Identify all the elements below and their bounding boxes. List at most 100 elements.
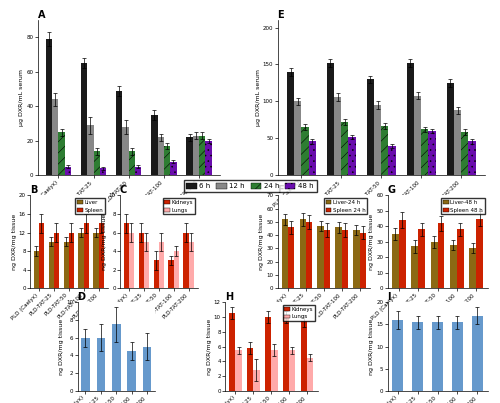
Bar <box>392 320 403 391</box>
Bar <box>271 350 278 391</box>
Bar <box>78 233 84 288</box>
Bar <box>336 227 342 288</box>
Y-axis label: μg DXR/mL serum: μg DXR/mL serum <box>19 69 24 126</box>
Bar <box>430 242 438 288</box>
Bar <box>138 233 144 288</box>
Y-axis label: ng DXR/mg tissue: ng DXR/mg tissue <box>369 318 374 375</box>
Text: E: E <box>278 10 284 20</box>
Text: G: G <box>388 185 396 195</box>
Text: B: B <box>30 185 38 195</box>
Bar <box>84 223 89 288</box>
Bar <box>348 137 356 175</box>
Bar <box>206 141 212 175</box>
Bar <box>318 226 324 288</box>
Bar <box>421 129 428 175</box>
Bar <box>461 133 468 175</box>
Text: D: D <box>78 292 86 302</box>
Bar <box>432 322 443 391</box>
Bar <box>382 126 388 175</box>
Bar <box>447 83 454 175</box>
Bar <box>94 233 98 288</box>
Bar <box>354 230 360 288</box>
Y-axis label: ng DXR/mg tissue: ng DXR/mg tissue <box>12 214 17 270</box>
Legend: Kidneys, Lungs: Kidneys, Lungs <box>282 305 314 321</box>
Bar <box>283 317 289 391</box>
Bar <box>294 102 302 175</box>
Bar <box>265 317 271 391</box>
Legend: Liver-48 h, Spleen 48 h: Liver-48 h, Spleen 48 h <box>442 198 484 214</box>
Bar <box>39 223 44 288</box>
Bar <box>450 245 457 288</box>
Bar <box>168 260 173 288</box>
Bar <box>116 91 122 175</box>
Bar <box>199 136 205 175</box>
Bar <box>52 100 59 175</box>
Bar <box>399 220 406 288</box>
Bar <box>418 229 425 288</box>
Bar <box>476 218 483 288</box>
Bar <box>302 127 308 175</box>
Bar <box>324 230 330 288</box>
Bar <box>128 351 136 391</box>
Bar <box>472 316 483 391</box>
Bar <box>122 127 129 175</box>
Bar <box>342 230 348 288</box>
Bar <box>170 162 176 175</box>
Bar <box>300 219 306 288</box>
Bar <box>301 321 307 391</box>
Bar <box>186 137 192 175</box>
Legend: Kidneys, Lungs: Kidneys, Lungs <box>162 198 194 214</box>
Bar <box>64 242 69 288</box>
Bar <box>374 105 382 175</box>
Bar <box>69 233 74 288</box>
Bar <box>282 219 288 288</box>
Legend: Liver, Spleen: Liver, Spleen <box>76 198 104 214</box>
Text: H: H <box>225 292 233 302</box>
Bar <box>288 227 294 288</box>
Bar <box>184 233 188 288</box>
Y-axis label: ng DXR/mg tissue: ng DXR/mg tissue <box>207 318 212 375</box>
Text: I: I <box>388 292 391 302</box>
Bar <box>388 146 396 175</box>
Bar <box>229 314 235 391</box>
Bar <box>457 229 464 288</box>
Bar <box>54 233 59 288</box>
Bar <box>164 146 170 175</box>
Bar <box>65 167 71 175</box>
Y-axis label: ng DXR/mg tissue: ng DXR/mg tissue <box>102 214 107 270</box>
Bar <box>412 247 418 288</box>
Bar <box>247 348 254 391</box>
Bar <box>392 234 399 288</box>
Bar <box>287 72 294 175</box>
Legend: 6 h, 12 h, 24 h, 48 h: 6 h, 12 h, 24 h, 48 h <box>184 180 316 192</box>
Bar <box>48 242 54 288</box>
Y-axis label: μg DXR/mL serum: μg DXR/mL serum <box>256 69 261 126</box>
Bar <box>308 141 316 175</box>
Text: F: F <box>278 185 284 195</box>
Bar <box>174 251 179 288</box>
Bar <box>470 248 476 288</box>
Bar <box>158 137 164 175</box>
Bar <box>143 347 152 391</box>
Bar <box>188 242 194 288</box>
Bar <box>151 115 158 175</box>
Bar <box>327 63 334 175</box>
Y-axis label: ng DXR/mg tissue: ng DXR/mg tissue <box>369 214 374 270</box>
Bar <box>236 350 242 391</box>
Text: C: C <box>120 185 127 195</box>
Bar <box>129 151 135 175</box>
Bar <box>307 358 314 391</box>
Bar <box>112 324 120 391</box>
Bar <box>81 63 87 175</box>
Bar <box>88 125 94 175</box>
Bar <box>367 79 374 175</box>
Bar <box>289 350 296 391</box>
Bar <box>98 223 104 288</box>
Bar <box>58 132 65 175</box>
Bar <box>407 63 414 175</box>
Bar <box>452 322 463 391</box>
Bar <box>342 122 348 175</box>
Bar <box>100 168 106 175</box>
Bar <box>94 151 100 175</box>
Y-axis label: ng DXR/mg tissue: ng DXR/mg tissue <box>259 214 264 270</box>
